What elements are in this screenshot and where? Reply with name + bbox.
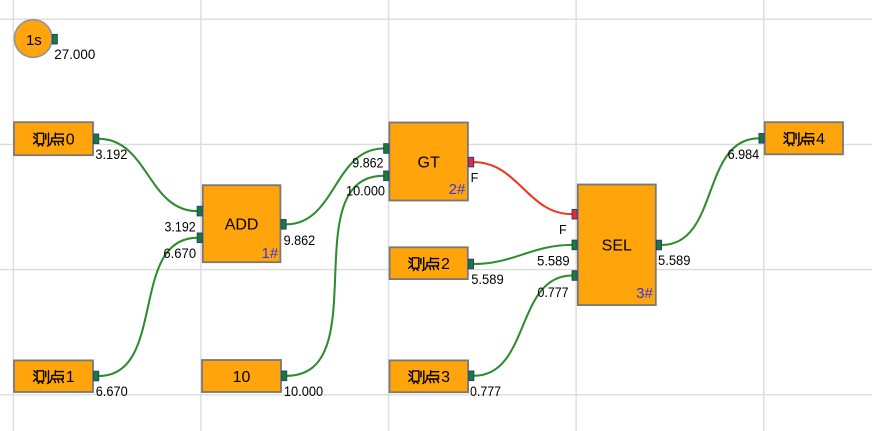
svg-text:10.000: 10.000 xyxy=(284,383,323,399)
svg-text:6.670: 6.670 xyxy=(163,245,196,261)
svg-text:0: 0 xyxy=(66,132,75,149)
svg-text:3: 3 xyxy=(441,369,450,386)
svg-text:2: 2 xyxy=(441,256,450,273)
svg-text:3#: 3# xyxy=(636,285,653,302)
svg-text:5.589: 5.589 xyxy=(537,252,570,268)
svg-text:0.777: 0.777 xyxy=(538,284,569,300)
svg-text:1s: 1s xyxy=(26,32,42,49)
svg-text:1: 1 xyxy=(66,369,75,386)
svg-text:3.192: 3.192 xyxy=(95,146,127,162)
svg-text:SEL: SEL xyxy=(602,238,632,255)
svg-text:3.192: 3.192 xyxy=(165,218,196,234)
svg-text:0.777: 0.777 xyxy=(470,383,501,399)
svg-text:GT: GT xyxy=(418,154,440,171)
svg-text:10.000: 10.000 xyxy=(346,182,385,198)
svg-text:27.000: 27.000 xyxy=(54,46,95,62)
svg-text:ADD: ADD xyxy=(225,217,259,234)
svg-text:4: 4 xyxy=(816,131,825,148)
svg-text:2#: 2# xyxy=(449,181,466,198)
svg-text:F: F xyxy=(471,171,479,185)
svg-text:6.670: 6.670 xyxy=(96,383,128,399)
svg-text:9.862: 9.862 xyxy=(352,155,383,171)
svg-text:5.589: 5.589 xyxy=(658,252,691,268)
svg-text:9.862: 9.862 xyxy=(284,232,316,248)
svg-text:F: F xyxy=(559,223,567,237)
svg-text:5.589: 5.589 xyxy=(471,271,504,287)
svg-text:10: 10 xyxy=(233,369,251,386)
svg-text:1#: 1# xyxy=(262,245,279,262)
svg-text:6.984: 6.984 xyxy=(728,146,760,162)
